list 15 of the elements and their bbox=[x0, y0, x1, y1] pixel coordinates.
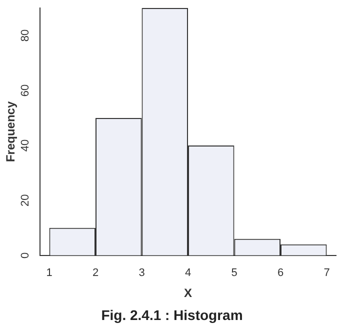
x-tick-label: 6 bbox=[277, 267, 284, 280]
x-tick-label: 5 bbox=[231, 267, 238, 280]
x-tick-label: 1 bbox=[46, 267, 52, 280]
y-tick-label: 20 bbox=[20, 194, 32, 207]
y-axis-title: Frequency bbox=[4, 101, 18, 162]
y-tick-label: 40 bbox=[20, 139, 32, 152]
y-tick-label: 80 bbox=[20, 29, 32, 42]
x-tick-label: 4 bbox=[184, 267, 192, 280]
y-tick-label: 60 bbox=[20, 84, 32, 97]
y-tick-label: 0 bbox=[20, 252, 32, 258]
x-tick-label: 7 bbox=[324, 267, 330, 280]
x-tick-label: 2 bbox=[92, 267, 99, 280]
x-axis-title: X bbox=[184, 286, 192, 300]
caption: Fig. 2.4.1 : Histogram bbox=[100, 307, 244, 323]
x-tick-label: 3 bbox=[138, 267, 145, 280]
